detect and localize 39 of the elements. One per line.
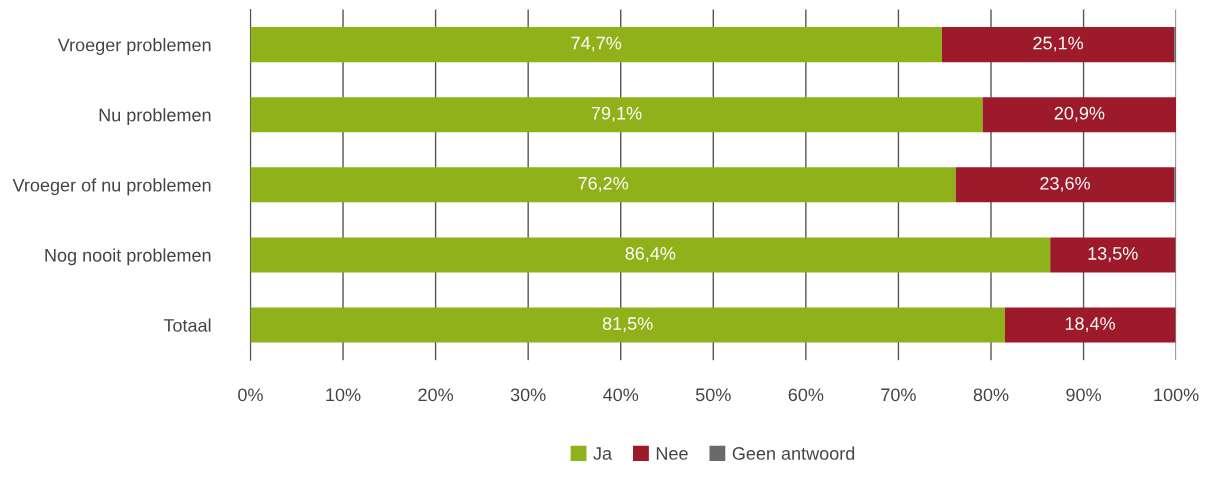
bar [1004,307,1176,343]
data-label: 13,5% [1088,247,1138,262]
y-tick-label: Nu problemen [99,108,211,126]
data-label: 74,7% [571,36,622,52]
bar [250,27,942,63]
y-tick-label: Vroeger of nu problemen [12,178,211,196]
bar [250,237,1051,273]
data-label: 20,9% [1054,106,1105,122]
bar [982,97,1177,133]
x-tick-label: 50% [695,388,731,402]
x-tick-label: 0% [238,388,263,402]
data-label: 23,6% [1040,176,1090,192]
x-tick-label: 10% [326,388,361,402]
bar [1050,237,1176,273]
data-label: 86,4% [625,247,676,262]
x-tick-label: 90% [1066,388,1101,402]
bar [250,97,983,133]
x-tick-label: 80% [973,388,1009,402]
bar [250,167,956,203]
bar [955,167,1175,203]
data-label: 79,1% [591,106,642,122]
x-tick-label: 20% [418,388,454,402]
x-tick-label: 60% [788,388,824,402]
x-tick-label: 70% [881,388,916,402]
data-label: 25,1% [1033,36,1084,52]
y-tick-label: Totaal [163,318,211,332]
legend-label: Geen antwoord [732,446,855,460]
data-label: 81,5% [602,317,653,333]
data-label: 76,2% [578,176,629,192]
y-tick-label: Nog nooit problemen [45,248,211,266]
legend-label: Ja [593,447,613,460]
x-tick-label: 30% [510,388,546,402]
legend-label: Nee [656,447,688,460]
x-tick-label: 100% [1154,388,1199,402]
bar [941,27,1175,63]
data-label: 18,4% [1065,317,1115,333]
bar [250,307,1005,343]
y-tick-label: Vroeger problemen [57,38,211,55]
x-tick-label: 40% [603,388,639,402]
